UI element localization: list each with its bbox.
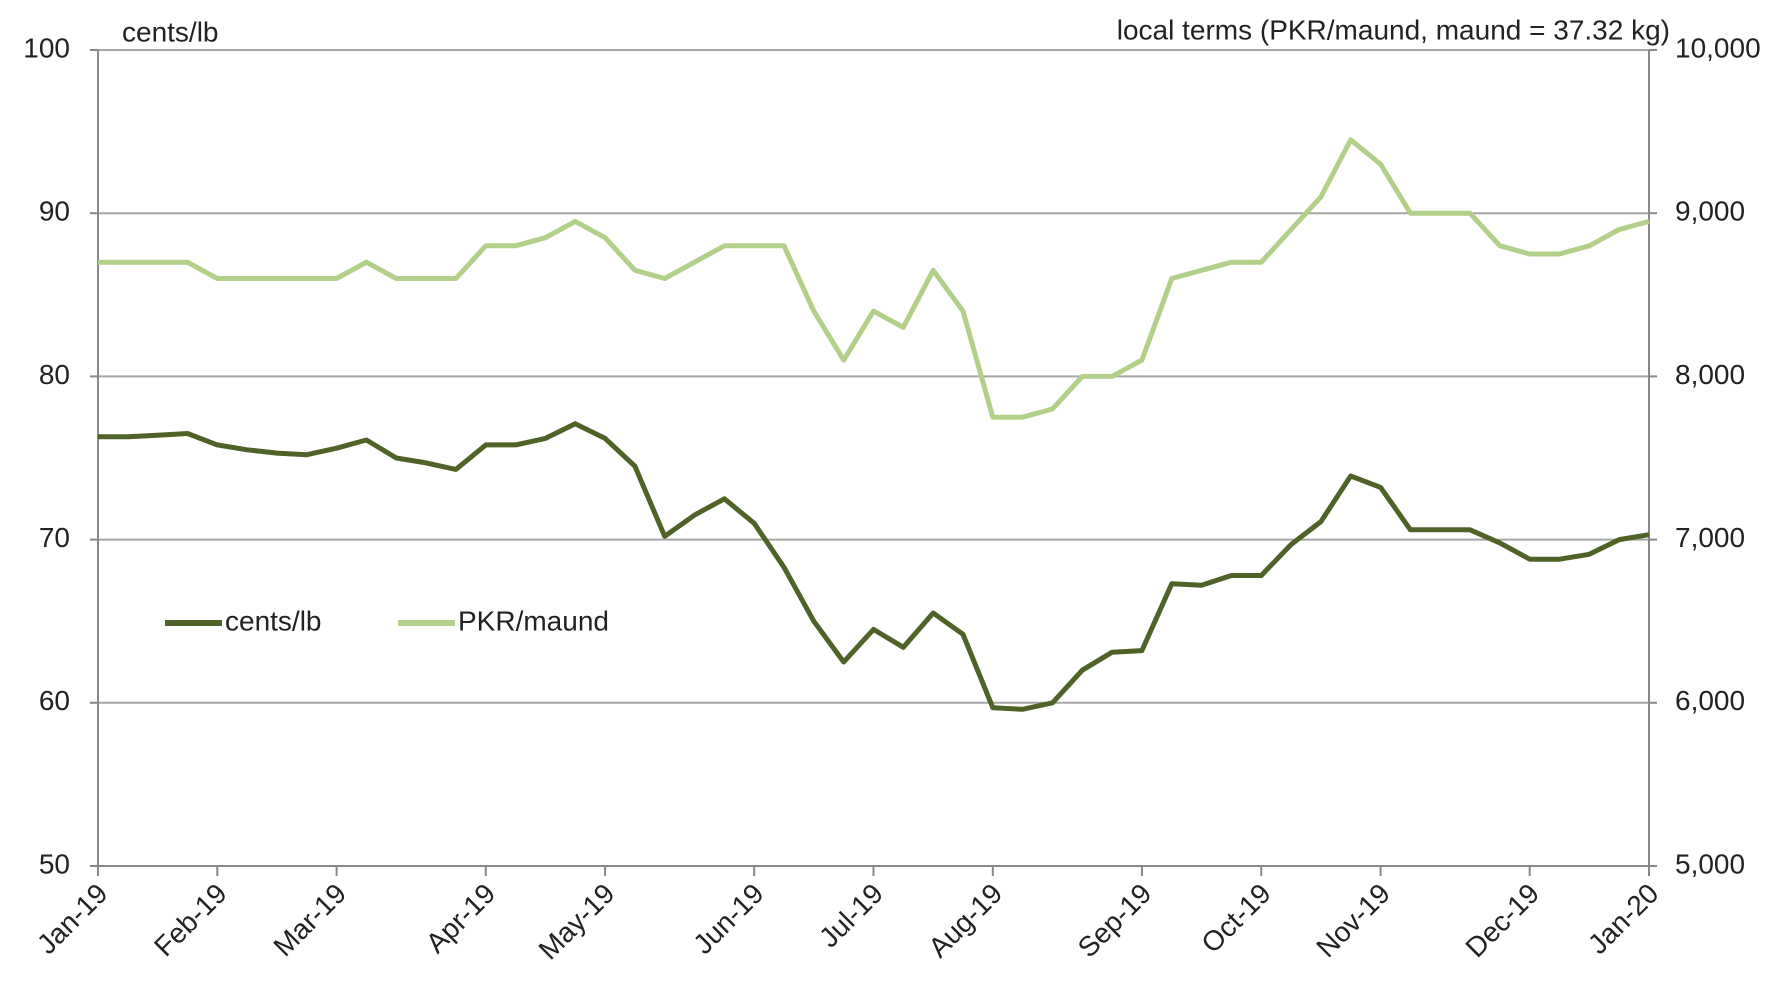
y2-tick-label: 6,000 (1675, 685, 1745, 716)
x-tick-label: Sep-19 (1072, 878, 1158, 964)
x-tick-label: Nov-19 (1310, 878, 1396, 964)
left-axis-title: cents/lb (122, 16, 219, 47)
x-tick-label: Mar-19 (267, 878, 352, 963)
y-tick-label: 90 (39, 196, 70, 227)
x-tick-label: Feb-19 (148, 878, 233, 963)
series-line (98, 421, 1650, 712)
x-tick-label: May-19 (533, 878, 621, 966)
y2-tick-label: 8,000 (1675, 359, 1745, 390)
x-tick-label: Dec-19 (1459, 878, 1545, 964)
y2-tick-label: 9,000 (1675, 196, 1745, 227)
series-line (98, 137, 1650, 420)
x-tick-label: Jan-19 (31, 878, 113, 960)
y-tick-label: 70 (39, 522, 70, 553)
y2-tick-label: 7,000 (1675, 522, 1745, 553)
legend-label: cents/lb (225, 605, 322, 636)
y-tick-label: 80 (39, 359, 70, 390)
y-tick-label: 100 (23, 32, 70, 63)
x-tick-label: Apr-19 (420, 878, 501, 959)
y-tick-label: 60 (39, 685, 70, 716)
x-tick-label: Jun-19 (687, 878, 769, 960)
legend-label: PKR/maund (458, 605, 609, 636)
x-tick-label: Aug-19 (923, 878, 1009, 964)
x-tick-label: Jul-19 (813, 878, 889, 954)
y-tick-label: 50 (39, 848, 70, 879)
x-tick-label: Oct-19 (1195, 878, 1276, 959)
y2-tick-label: 10,000 (1675, 32, 1761, 63)
y2-tick-label: 5,000 (1675, 848, 1745, 879)
x-tick-label: Jan-20 (1582, 878, 1664, 960)
right-axis-title: local terms (PKR/maund, maund = 37.32 kg… (1117, 14, 1670, 45)
